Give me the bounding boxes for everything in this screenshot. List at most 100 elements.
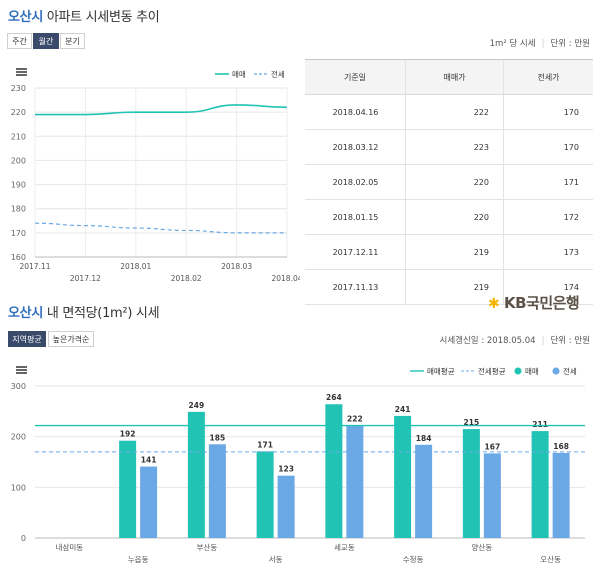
jeonse-cell: 172 <box>503 199 593 235</box>
jeonse-value-label: 185 <box>210 433 226 442</box>
jeonse-cell: 171 <box>503 164 593 200</box>
sale-cell: 220 <box>405 164 504 200</box>
y-tick-label: 0 <box>21 534 26 543</box>
header-jeonse: 전세가 <box>503 59 593 95</box>
legend-jeonse-marker <box>552 367 560 375</box>
y-tick-label: 160 <box>11 253 26 262</box>
y-tick-label: 210 <box>11 132 26 141</box>
tab-weekly[interactable]: 주간 <box>7 33 32 49</box>
date-cell: 2018.03.12 <box>305 129 406 165</box>
update-info: 시세갱신일 : 2018.05.04 | 단위 : 만원 <box>439 336 590 346</box>
x-tick-label: 누읍동 <box>128 555 149 564</box>
legend-sale-label: 매매 <box>525 367 539 376</box>
jeonse-bar <box>346 425 364 538</box>
section1-title-text: 아파트 시세변동 추이 <box>46 10 160 25</box>
tab-high-price[interactable]: 높은가격순 <box>48 331 94 347</box>
tab-monthly[interactable]: 월간 <box>33 33 59 49</box>
header-date: 기준일 <box>305 59 406 95</box>
trend-line-chart: 160 170 180 190 200 210 220 230 2017.11 2018.01 20… <box>11 69 300 283</box>
y-tick-label: 170 <box>11 229 26 238</box>
legend-sale-avg-label: 매매평균 <box>427 366 455 376</box>
section2-city: 오산시 <box>8 306 43 321</box>
x-tick-label: 2018.04 <box>271 274 300 283</box>
x-tick-label: 수청동 <box>403 555 424 564</box>
update-date: 시세갱신일 : 2018.05.04 <box>439 336 536 346</box>
sale-cell: 219 <box>405 234 504 270</box>
tab-quarterly[interactable]: 분기 <box>60 33 85 49</box>
jeonse-bar <box>552 452 570 538</box>
jeonse-value-label: 222 <box>347 415 363 424</box>
sale-bar <box>325 404 343 538</box>
per-area-label: 1m² 당 시세 <box>489 39 536 49</box>
y-tick-label: 230 <box>11 84 26 93</box>
section2-title: 오산시 내 면적당(1m²) 시세 <box>8 302 160 321</box>
jeonse-value-label: 184 <box>416 434 432 443</box>
sale-cell: 219 <box>405 269 504 305</box>
jeonse-value-label: 123 <box>278 465 294 474</box>
x-tick-label: 서동 <box>269 555 283 564</box>
kb-logo: ✱ KB국민은행 <box>488 292 580 313</box>
date-cell: 2017.12.11 <box>305 234 406 270</box>
sale-cell: 223 <box>405 129 504 165</box>
unit-info: 1m² 당 시세 | 단위 : 만원 <box>489 39 590 49</box>
sale-bar <box>187 411 205 538</box>
y-tick-label: 300 <box>11 382 26 391</box>
legend-sale-label: 매매 <box>232 70 246 79</box>
section1-title: 오산시 아파트 시세변동 추이 <box>8 6 160 25</box>
x-tick-label: 2018.03 <box>221 262 252 271</box>
date-cell: 2018.01.15 <box>305 199 406 235</box>
legend-jeonse-label: 전세 <box>563 366 577 376</box>
price-table: 기준일 매매가 전세가 2018.04.16 222 170 2018.03.12 22… <box>305 59 593 305</box>
jeonse-bar <box>277 475 295 538</box>
price-table-header: 기준일 매매가 전세가 <box>305 59 593 95</box>
x-tick-label: 양산동 <box>472 542 493 552</box>
jeonse-value-label: 141 <box>141 456 157 465</box>
jeonse-cell: 173 <box>503 234 593 270</box>
sale-cell: 220 <box>405 199 504 235</box>
sale-value-label: 171 <box>257 440 273 449</box>
sale-cell: 222 <box>405 94 504 130</box>
x-tick-label: 세교동 <box>334 543 355 552</box>
date-cell: 2018.04.16 <box>305 94 406 130</box>
sale-bar <box>119 440 137 538</box>
header-sale: 매매가 <box>405 59 504 95</box>
price-table-row: 2017.11.13 219 174 <box>305 269 593 305</box>
sale-value-label: 264 <box>326 393 342 402</box>
price-table-row: 2018.03.12 223 170 <box>305 129 593 165</box>
tab-region-avg[interactable]: 지역평균 <box>8 331 46 347</box>
legend-jeonse-avg-label: 전세평균 <box>478 366 506 376</box>
y-tick-label: 190 <box>11 181 26 190</box>
price-table-row: 2018.02.05 220 171 <box>305 164 593 200</box>
legend-jeonse-label: 전세 <box>271 69 285 79</box>
sale-value-label: 192 <box>120 430 136 439</box>
jeonse-bar <box>140 466 158 538</box>
jeonse-cell: 174 <box>503 269 593 305</box>
bar-chart-menu-icon[interactable] <box>16 366 27 374</box>
x-tick-label: 2018.01 <box>120 262 151 271</box>
price-table-row: 2018.01.15 220 172 <box>305 199 593 235</box>
x-tick-label: 2017.11 <box>19 262 50 271</box>
chart-menu-icon[interactable] <box>16 68 27 76</box>
sale-value-label: 241 <box>395 405 411 414</box>
sale-bar <box>394 415 412 538</box>
sale-value-label: 249 <box>189 401 205 410</box>
sale-line <box>34 104 288 116</box>
unit-label: 단위 : 만원 <box>550 39 590 49</box>
section1-city: 오산시 <box>8 10 43 25</box>
x-tick-label: 내삼미동 <box>56 542 84 552</box>
kb-star-icon: ✱ <box>488 296 500 312</box>
sale-value-label: 215 <box>464 418 480 427</box>
sale-bar <box>256 451 274 538</box>
jeonse-line <box>34 222 287 234</box>
y-tick-label: 180 <box>11 205 26 214</box>
jeonse-bar <box>208 444 226 538</box>
unit2-label: 단위 : 만원 <box>550 336 590 346</box>
y-tick-label: 200 <box>11 156 26 165</box>
x-tick-label: 2018.02 <box>171 274 202 283</box>
date-cell: 2018.02.05 <box>305 164 406 200</box>
x-tick-label: 오산동 <box>540 554 561 564</box>
y-tick-label: 100 <box>11 483 26 492</box>
sale-value-label: 211 <box>532 420 548 429</box>
sale-bar <box>462 429 480 538</box>
